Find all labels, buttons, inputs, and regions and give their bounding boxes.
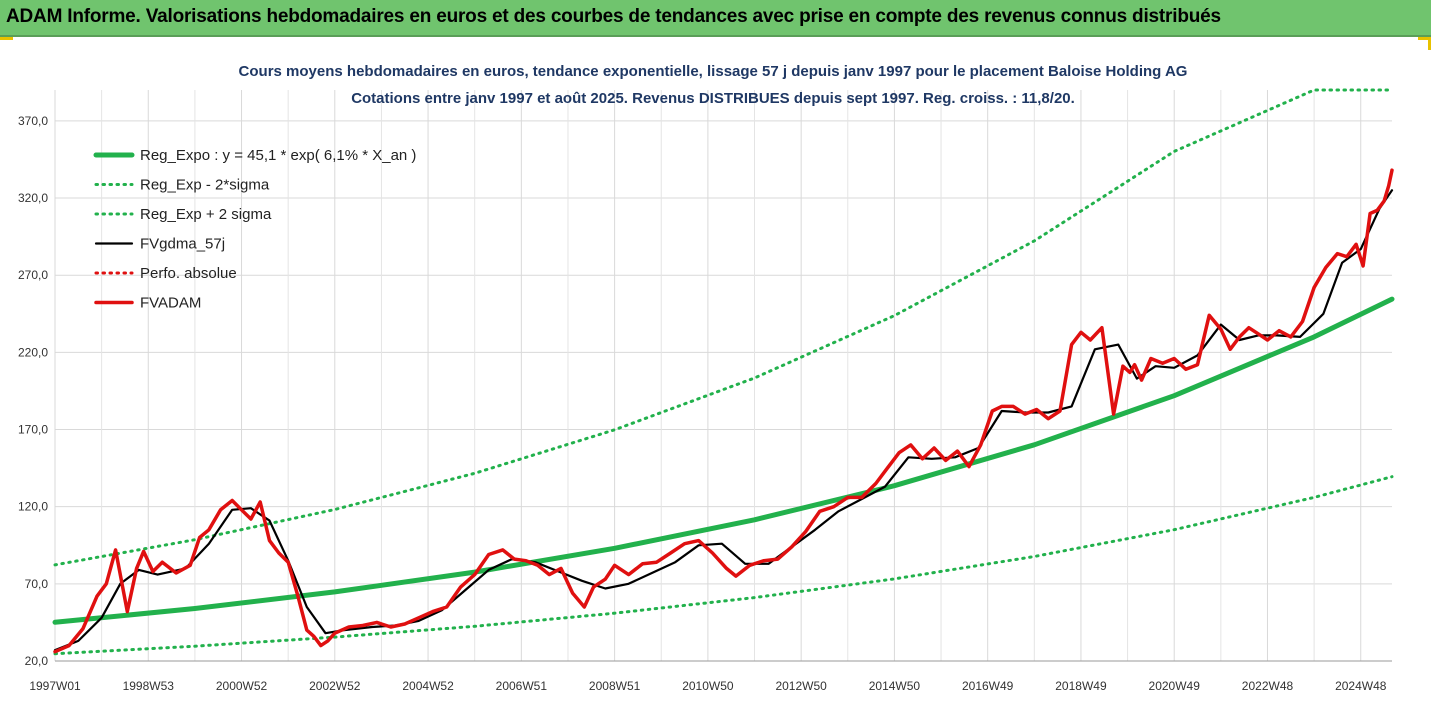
y-tick-label: 70,0 xyxy=(25,577,49,591)
x-tick-label: 1998W53 xyxy=(123,679,175,693)
y-tick-label: 120,0 xyxy=(18,500,48,514)
series-fvgdma-57j xyxy=(53,189,1394,652)
x-tick-label: 2000W52 xyxy=(216,679,268,693)
legend-label: Reg_Exp + 2 sigma xyxy=(140,206,272,223)
y-tick-label: 170,0 xyxy=(18,423,48,437)
x-tick-label: 1997W01 xyxy=(29,679,81,693)
chart-grid xyxy=(54,90,1392,662)
x-tick-label: 2010W50 xyxy=(682,679,734,693)
corner-mark xyxy=(1418,37,1431,40)
corner-mark xyxy=(1428,37,1431,50)
corner-mark xyxy=(0,37,13,40)
legend-label: FVADAM xyxy=(140,295,201,312)
y-tick-label: 320,0 xyxy=(18,191,48,205)
chart-title: Cours moyens hebdomadaires en euros, ten… xyxy=(239,63,1188,80)
legend-label: Reg_Expo : y = 45,1 * exp( 6,1% * X_an ) xyxy=(140,147,416,164)
x-tick-label: 2020W49 xyxy=(1149,679,1201,693)
x-tick-label: 2022W48 xyxy=(1242,679,1294,693)
series-reg-exp-2-sigma xyxy=(53,475,1394,656)
series-fvadam xyxy=(53,168,1394,654)
series-reg-expo-y-45-1-exp-6-1-x-an xyxy=(52,296,1395,625)
x-tick-label: 2012W50 xyxy=(775,679,827,693)
chart: Cours moyens hebdomadaires en euros, ten… xyxy=(18,63,1395,693)
legend: Reg_Expo : y = 45,1 * exp( 6,1% * X_an )… xyxy=(93,147,416,312)
y-axis: 20,0 70,0 120,0 170,0 220,0 270,0 320,0 370,0 xyxy=(18,114,48,668)
x-tick-label: 2004W52 xyxy=(402,679,454,693)
series-reg-exp-2-sigma xyxy=(53,88,1394,567)
y-tick-label: 270,0 xyxy=(18,268,48,282)
y-tick-label: 220,0 xyxy=(18,345,48,359)
x-tick-label: 2008W51 xyxy=(589,679,641,693)
banner: ADAM Informe. Valorisations hebdomadaire… xyxy=(0,0,1431,37)
x-tick-label: 2006W51 xyxy=(496,679,548,693)
x-tick-label: 2016W49 xyxy=(962,679,1014,693)
x-tick-label: 2014W50 xyxy=(869,679,921,693)
legend-label: FVgdma_57j xyxy=(140,236,225,253)
x-tick-label: 2018W49 xyxy=(1055,679,1107,693)
y-tick-label: 20,0 xyxy=(25,654,49,668)
x-tick-label: 2024W48 xyxy=(1335,679,1387,693)
x-axis: 1997W01 1998W53 2000W52 2002W52 2004W52 2006W… xyxy=(29,679,1386,693)
y-tick-label: 370,0 xyxy=(18,114,48,128)
banner-title: ADAM Informe. Valorisations hebdomadaire… xyxy=(6,6,1221,27)
series-layer xyxy=(52,88,1395,656)
chart-subtitle: Cotations entre janv 1997 et août 2025. … xyxy=(351,90,1075,107)
legend-label: Perfo. absolue xyxy=(140,265,237,282)
legend-label: Reg_Exp - 2*sigma xyxy=(140,177,270,194)
x-tick-label: 2002W52 xyxy=(309,679,361,693)
